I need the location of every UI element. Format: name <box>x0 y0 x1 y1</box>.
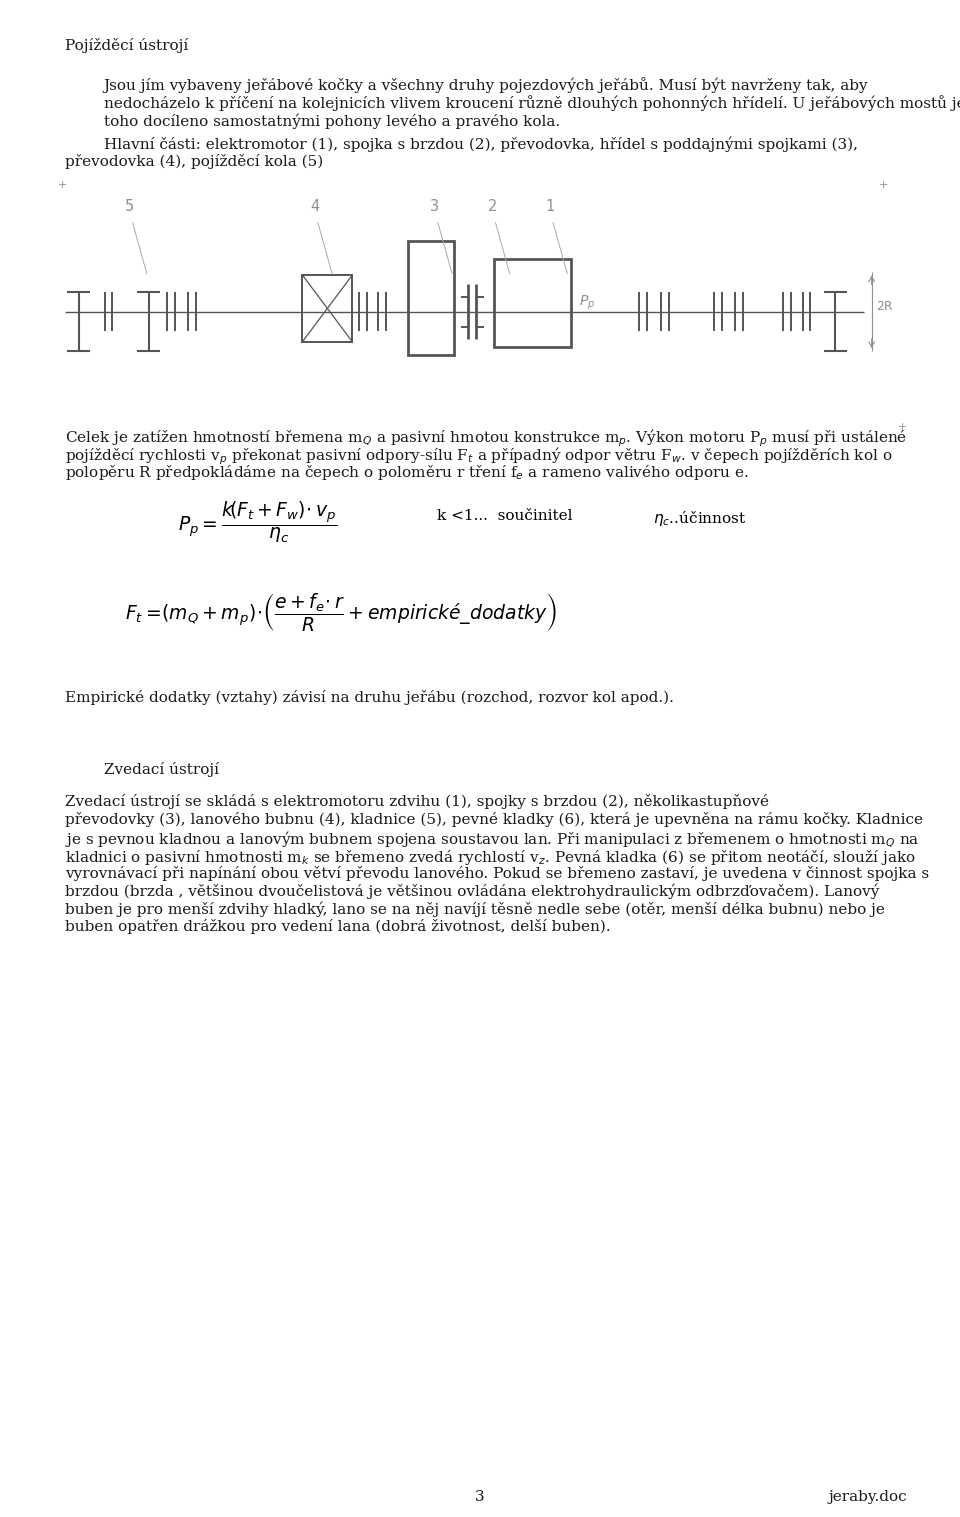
Text: Empirické dodatky (vztahy) závisí na druhu jeřábu (rozchod, rozvor kol apod.).: Empirické dodatky (vztahy) závisí na dru… <box>65 690 674 705</box>
Text: 1: 1 <box>545 200 555 214</box>
Text: 2R: 2R <box>876 300 893 313</box>
Text: $P_p$: $P_p$ <box>579 294 595 313</box>
Text: nedocházelo k příčení na kolejnicích vlivem kroucení různě dlouhých pohonných hř: nedocházelo k příčení na kolejnicích vli… <box>104 96 960 111</box>
Text: jeraby.doc: jeraby.doc <box>828 1490 907 1503</box>
Text: Hlavní části: elektromotor (1), spojka s brzdou (2), převodovka, hřídel s poddaj: Hlavní části: elektromotor (1), spojka s… <box>104 137 857 152</box>
Text: Pojížděcí ústrojí: Pojížděcí ústrojí <box>65 38 188 53</box>
Bar <box>302 275 352 341</box>
Text: buben opatřen drážkou pro vedení lana (dobrá životnost, delší buben).: buben opatřen drážkou pro vedení lana (d… <box>65 919 611 934</box>
Text: převodovka (4), pojížděcí kola (5): převodovka (4), pojížděcí kola (5) <box>65 155 324 170</box>
Text: 5: 5 <box>125 200 134 214</box>
Text: Jsou jím vybaveny jeřábové kočky a všechny druhy pojezdových jeřábů. Musí být na: Jsou jím vybaveny jeřábové kočky a všech… <box>104 77 868 93</box>
Text: Zvedací ústrojí se skládá s elektromotoru zdvihu (1), spojky s brzdou (2), někol: Zvedací ústrojí se skládá s elektromotor… <box>65 793 769 809</box>
Text: $\eta_c$..účinnost: $\eta_c$..účinnost <box>653 510 746 528</box>
Text: +: + <box>58 181 67 190</box>
Text: 4: 4 <box>310 200 320 214</box>
Bar <box>408 241 454 355</box>
Text: pojížděcí rychlosti v$_p$ překonat pasivní odpory-sílu F$_t$ a případný odpor vě: pojížděcí rychlosti v$_p$ překonat pasiv… <box>65 444 893 467</box>
Text: toho docíleno samostatnými pohony levého a pravého kola.: toho docíleno samostatnými pohony levého… <box>104 114 560 129</box>
Text: $P_p = \dfrac{k\!\left(F_t + F_w\right)\!\cdot v_p}{\eta_c}$: $P_p = \dfrac{k\!\left(F_t + F_w\right)\… <box>178 499 337 545</box>
Text: +: + <box>898 422 907 432</box>
Text: Zvedací ústrojí: Zvedací ústrojí <box>104 762 219 777</box>
Text: brzdou (brzda , většinou dvoučelistová je většinou ovládána elektrohydraulickým : brzdou (brzda , většinou dvoučelistová j… <box>65 883 879 900</box>
Text: +: + <box>878 181 888 190</box>
Text: kladnici o pasivní hmotnosti m$_k$ se břemeno zvedá rychlostí v$_z$. Pevná kladk: kladnici o pasivní hmotnosti m$_k$ se bř… <box>65 848 916 866</box>
Text: vyrovnávací při napínání obou větví převodu lanového. Pokud se břemeno zastaví, : vyrovnávací při napínání obou větví přev… <box>65 866 929 880</box>
Bar <box>494 259 571 347</box>
Text: 3: 3 <box>430 200 440 214</box>
Text: k <1...  součinitel: k <1... součinitel <box>437 510 572 523</box>
Text: 3: 3 <box>475 1490 485 1503</box>
Text: převodovky (3), lanového bubnu (4), kladnice (5), pevné kladky (6), která je upe: převodovky (3), lanového bubnu (4), klad… <box>65 812 924 827</box>
Text: $F_t = \!\left(m_Q + m_p\right)\!\cdot\!\left(\dfrac{e + f_e\!\cdot r}{R} + empi: $F_t = \!\left(m_Q + m_p\right)\!\cdot\!… <box>125 592 557 634</box>
Text: je s pevnou kladnou a lanovým bubnem spojena soustavou lan. Při manipulaci z bře: je s pevnou kladnou a lanovým bubnem spo… <box>65 830 920 850</box>
Text: polopěru R předpokládáme na čepech o poloměru r tření f$_e$ a rameno valivého od: polopěru R předpokládáme na čepech o pol… <box>65 463 749 482</box>
Text: buben je pro menší zdvihy hladký, lano se na něj navíjí těsně nedle sebe (otěr, : buben je pro menší zdvihy hladký, lano s… <box>65 901 885 916</box>
Text: Celek je zatížen hmotností břemena m$_Q$ a pasivní hmotou konstrukce m$_p$. Výko: Celek je zatížen hmotností břemena m$_Q$… <box>65 428 907 449</box>
Text: 2: 2 <box>488 200 497 214</box>
